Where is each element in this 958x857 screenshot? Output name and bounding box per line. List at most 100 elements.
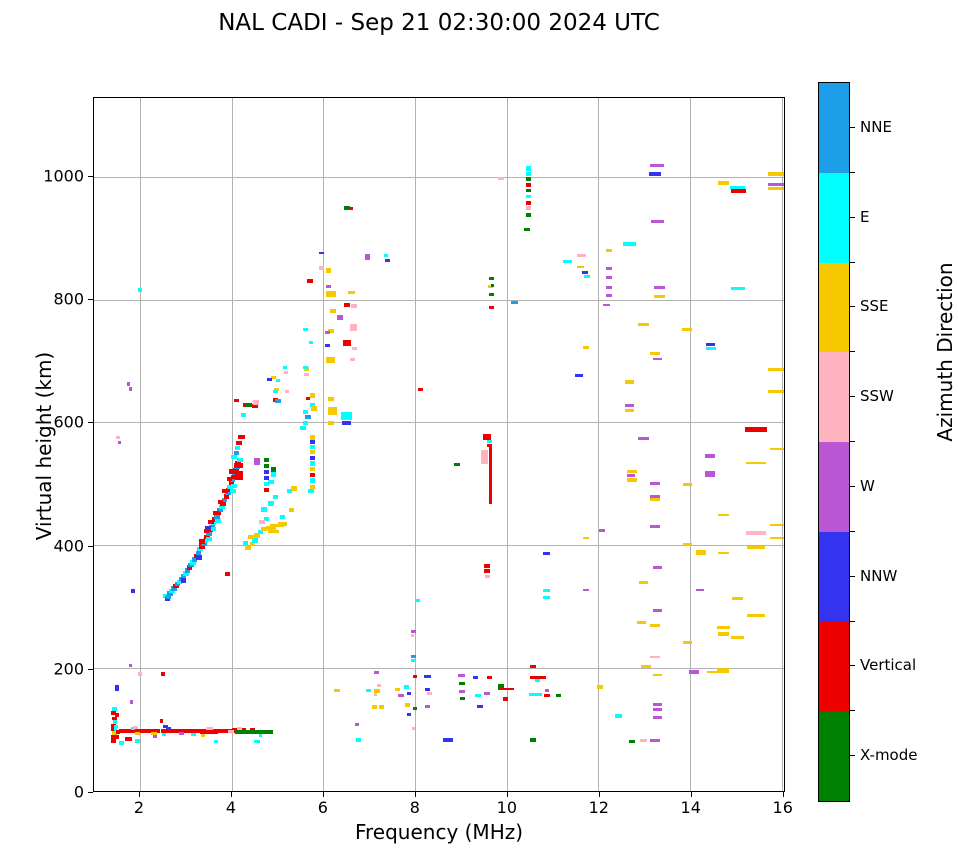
x-tick-label: 14: [680, 798, 701, 817]
data-point: [458, 674, 466, 678]
data-point: [242, 541, 249, 546]
data-point: [188, 562, 194, 568]
data-point: [259, 519, 265, 525]
data-point: [544, 689, 550, 693]
data-point: [275, 378, 281, 382]
data-point: [605, 266, 613, 270]
data-point: [650, 498, 660, 501]
colorbar-boundary-tick: [850, 261, 855, 263]
data-point: [627, 478, 637, 482]
data-point: [705, 347, 717, 351]
data-point: [605, 294, 613, 298]
data-point: [354, 723, 360, 727]
data-point: [640, 664, 651, 668]
data-point: [477, 705, 483, 709]
data-point: [413, 707, 417, 711]
data-point: [637, 322, 649, 326]
data-point: [411, 654, 416, 658]
colorbar-segment-e: [819, 172, 849, 263]
x-tick-label: 16: [772, 798, 793, 817]
plot-area: [93, 97, 785, 792]
data-point: [199, 539, 205, 544]
data-point: [717, 626, 731, 630]
colorbar-tick: [850, 306, 855, 308]
gridline-y-200: [94, 668, 784, 670]
data-point: [252, 538, 258, 543]
data-point: [130, 699, 134, 704]
data-point: [206, 727, 214, 731]
data-point: [730, 185, 746, 189]
data-point: [197, 546, 203, 552]
data-point: [309, 472, 316, 478]
data-point: [341, 411, 353, 421]
data-point: [213, 510, 219, 515]
data-point: [695, 549, 706, 555]
data-point: [325, 268, 332, 273]
data-point: [309, 444, 316, 449]
data-point: [237, 435, 245, 439]
data-point: [111, 716, 117, 721]
data-point: [406, 691, 412, 695]
data-point: [342, 340, 352, 347]
data-point: [318, 252, 325, 255]
data-point: [584, 275, 590, 279]
data-point: [746, 546, 766, 550]
data-point: [234, 445, 241, 451]
data-point: [695, 589, 705, 592]
data-point: [242, 402, 249, 407]
data-point: [111, 711, 117, 715]
colorbar-boundary-tick: [850, 710, 855, 712]
data-point: [254, 739, 260, 743]
data-point: [311, 406, 317, 411]
y-tick-mark-800: [88, 299, 93, 301]
data-point: [205, 525, 211, 531]
data-point: [208, 519, 214, 525]
data-point: [648, 171, 661, 176]
data-point: [206, 536, 212, 542]
data-point: [484, 564, 490, 569]
data-point: [488, 276, 495, 281]
data-point: [424, 687, 431, 692]
data-point: [309, 393, 316, 398]
data-point: [525, 183, 532, 187]
colorbar-tick: [850, 485, 855, 487]
data-point: [231, 484, 237, 489]
colorbar-label-x-mode: X-mode: [860, 746, 918, 765]
data-point: [219, 504, 225, 510]
data-point: [325, 290, 336, 297]
data-point: [330, 309, 336, 314]
data-point: [305, 415, 311, 420]
data-point: [263, 516, 270, 521]
data-point: [769, 536, 784, 539]
data-point: [305, 396, 310, 400]
colorbar-label-w: W: [860, 476, 875, 495]
data-point: [411, 726, 416, 730]
data-point: [222, 488, 228, 494]
data-point: [228, 480, 235, 486]
data-point: [263, 475, 270, 481]
data-point: [300, 426, 306, 431]
data-point: [374, 670, 380, 674]
data-point: [497, 176, 505, 180]
data-point: [221, 498, 228, 503]
data-point: [325, 284, 332, 289]
data-point: [536, 675, 546, 679]
x-tick-label: 8: [409, 798, 420, 817]
data-point: [248, 535, 254, 540]
colorbar-boundary-tick: [850, 171, 855, 173]
data-point: [162, 724, 168, 729]
data-point: [525, 200, 532, 205]
data-point: [486, 444, 493, 447]
data-point: [180, 573, 187, 579]
data-point: [112, 720, 118, 724]
data-point: [237, 458, 243, 463]
gridline-x-12: [598, 98, 600, 791]
colorbar-tick: [850, 396, 855, 398]
data-point: [176, 579, 183, 584]
y-tick-label: 600: [53, 412, 84, 432]
data-point: [650, 525, 660, 529]
data-point: [214, 514, 220, 520]
data-point: [606, 248, 612, 252]
colorbar-tick: [850, 216, 855, 218]
data-point: [376, 684, 382, 688]
